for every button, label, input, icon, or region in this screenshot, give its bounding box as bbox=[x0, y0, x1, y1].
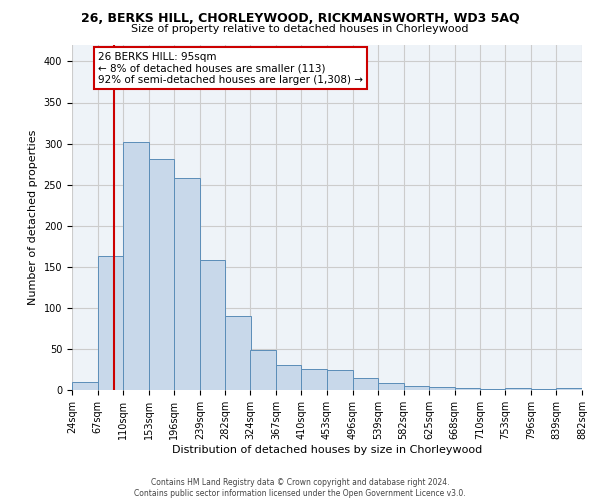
Bar bbox=[429, 386, 455, 390]
Text: 26 BERKS HILL: 95sqm
← 8% of detached houses are smaller (113)
92% of semi-detac: 26 BERKS HILL: 95sqm ← 8% of detached ho… bbox=[98, 52, 363, 85]
X-axis label: Distribution of detached houses by size in Chorleywood: Distribution of detached houses by size … bbox=[172, 444, 482, 454]
Bar bbox=[98, 256, 123, 390]
Bar bbox=[123, 142, 149, 390]
Bar bbox=[276, 364, 301, 390]
Bar bbox=[455, 388, 481, 390]
Bar bbox=[250, 350, 276, 390]
Bar bbox=[200, 260, 226, 390]
Text: 26, BERKS HILL, CHORLEYWOOD, RICKMANSWORTH, WD3 5AQ: 26, BERKS HILL, CHORLEYWOOD, RICKMANSWOR… bbox=[80, 12, 520, 26]
Bar bbox=[226, 316, 251, 390]
Bar bbox=[404, 386, 429, 390]
Bar bbox=[72, 382, 98, 390]
Text: Size of property relative to detached houses in Chorleywood: Size of property relative to detached ho… bbox=[131, 24, 469, 34]
Bar bbox=[174, 178, 200, 390]
Text: Contains HM Land Registry data © Crown copyright and database right 2024.
Contai: Contains HM Land Registry data © Crown c… bbox=[134, 478, 466, 498]
Bar bbox=[353, 378, 378, 390]
Bar bbox=[556, 388, 582, 390]
Bar bbox=[505, 388, 531, 390]
Bar bbox=[480, 389, 505, 390]
Bar bbox=[327, 370, 353, 390]
Bar bbox=[531, 389, 556, 390]
Bar bbox=[149, 159, 174, 390]
Bar bbox=[301, 368, 327, 390]
Bar bbox=[378, 384, 404, 390]
Y-axis label: Number of detached properties: Number of detached properties bbox=[28, 130, 38, 305]
